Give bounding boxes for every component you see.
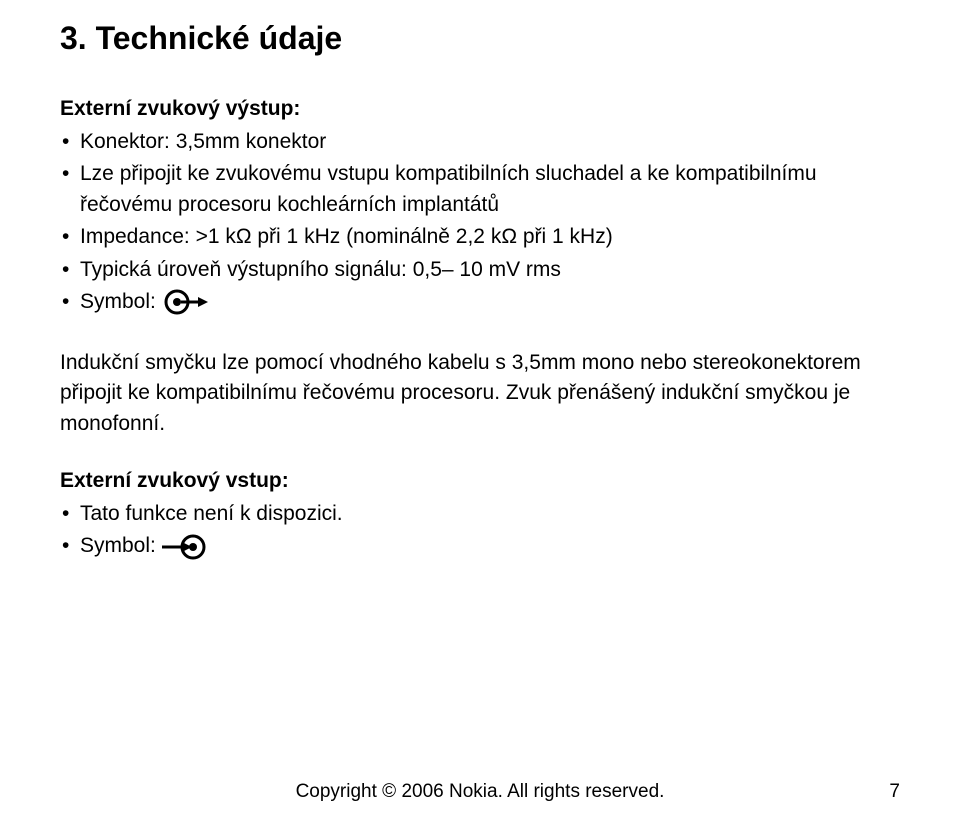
audio-output-icon: [162, 287, 208, 317]
paragraph: Indukční smyčku lze pomocí vhodného kabe…: [60, 348, 900, 439]
list-item: Symbol:: [60, 531, 900, 561]
audio-input-icon: [162, 532, 208, 562]
list-item: Konektor: 3,5mm konektor: [60, 127, 900, 157]
output-list: Konektor: 3,5mm konektor Lze připojit ke…: [60, 127, 900, 318]
symbol-label: Symbol:: [80, 531, 156, 561]
list-item: Lze připojit ke zvukovému vstupu kompati…: [60, 159, 900, 220]
list-item: Impedance: >1 kΩ při 1 kHz (nominálně 2,…: [60, 222, 900, 252]
input-list: Tato funkce není k dispozici. Symbol:: [60, 499, 900, 562]
list-item: Tato funkce není k dispozici.: [60, 499, 900, 529]
list-item: Typická úroveň výstupního signálu: 0,5– …: [60, 255, 900, 285]
footer-copyright: Copyright © 2006 Nokia. All rights reser…: [0, 781, 960, 803]
section-title: 3. Technické údaje: [60, 20, 900, 57]
list-item: Symbol:: [60, 287, 900, 317]
symbol-label: Symbol:: [80, 287, 156, 317]
page-number: 7: [889, 781, 900, 803]
input-heading: Externí zvukový vstup:: [60, 469, 900, 493]
output-heading: Externí zvukový výstup:: [60, 97, 900, 121]
